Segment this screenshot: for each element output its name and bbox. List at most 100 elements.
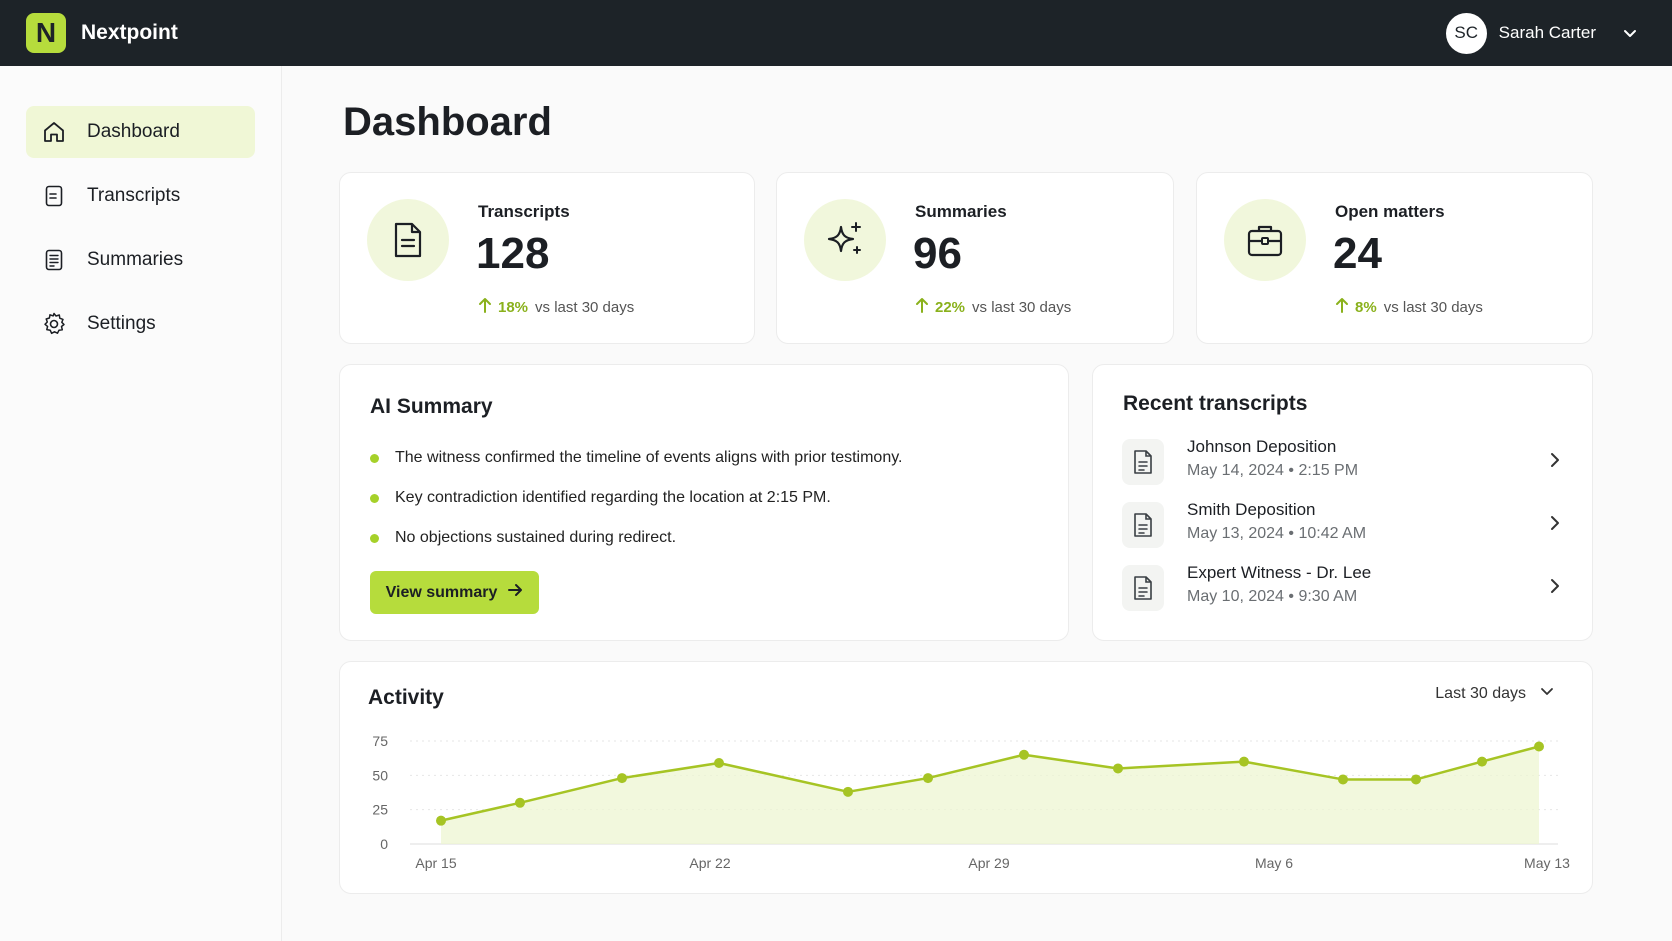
chevron-right-icon[interactable]	[1548, 577, 1562, 600]
chevron-right-icon[interactable]	[1548, 514, 1562, 537]
page-title: Dashboard	[343, 100, 552, 144]
user-menu[interactable]: SC Sarah Carter	[1445, 0, 1638, 66]
data-point	[515, 797, 525, 808]
stat-card-summaries[interactable]: Summaries 96 22% vs last 30 days	[776, 172, 1174, 344]
data-point	[1534, 741, 1544, 752]
date-range-label: Last 30 days	[1435, 684, 1526, 702]
avatar[interactable]: SC	[1445, 12, 1487, 54]
stat-label: Summaries	[915, 202, 1007, 221]
y-tick-label: 0	[380, 836, 388, 852]
chevron-down-icon[interactable]	[1622, 25, 1638, 41]
series-area	[441, 746, 1539, 844]
view-summary-button[interactable]: View summary	[370, 571, 539, 614]
transcript-row[interactable]: Smith Deposition May 13, 2024 • 10:42 AM	[1122, 498, 1562, 558]
data-point	[1338, 774, 1348, 785]
data-point	[843, 786, 853, 797]
stat-label: Open matters	[1335, 202, 1445, 221]
stat-card-transcripts[interactable]: Transcripts 128 18% vs last 30 days	[339, 172, 755, 344]
sidebar-item-label: Settings	[87, 313, 156, 334]
bullet-dot	[370, 453, 379, 463]
sidebar-item-summaries[interactable]: Summaries	[26, 234, 255, 286]
sidebar-item-label: Summaries	[87, 249, 184, 270]
arrow-right-icon	[497, 583, 523, 602]
x-tick-label: Apr 29	[968, 855, 1009, 871]
user-name[interactable]: Sarah Carter	[1498, 23, 1596, 42]
data-point	[714, 757, 724, 768]
transcript-name: Expert Witness - Dr. Lee	[1187, 563, 1372, 582]
change-suffix: vs last 30 days	[535, 298, 635, 316]
chevron-down-icon	[1526, 684, 1554, 703]
sidebar: Dashboard Transcripts Summaries Settings	[0, 66, 282, 941]
arrow-up-icon	[915, 297, 929, 317]
change-suffix: vs last 30 days	[1383, 298, 1483, 316]
list-item: The witness confirmed the timeline of ev…	[370, 438, 902, 478]
transcript-name: Johnson Deposition	[1187, 437, 1337, 456]
summary-icon	[41, 247, 67, 273]
data-point	[1477, 756, 1487, 767]
sidebar-item-label: Transcripts	[87, 185, 181, 206]
document-icon	[1122, 439, 1164, 485]
list-item: No objections sustained during redirect.	[370, 518, 902, 558]
bullet-text: The witness confirmed the timeline of ev…	[395, 449, 903, 466]
ai-summary-card: AI Summary The witness confirmed the tim…	[339, 364, 1069, 641]
bullet-text: No objections sustained during redirect.	[395, 529, 677, 546]
x-tick-label: May 6	[1255, 855, 1293, 871]
data-point	[436, 815, 446, 826]
document-icon	[367, 199, 449, 281]
x-tick-label: May 13	[1524, 855, 1570, 871]
change-percent: 22%	[935, 298, 966, 316]
x-tick-label: Apr 22	[689, 855, 730, 871]
data-point	[1239, 756, 1249, 767]
document-icon	[41, 183, 67, 209]
stat-change: 8% vs last 30 days	[1335, 297, 1483, 317]
list-item: Key contradiction identified regarding t…	[370, 478, 902, 518]
transcript-row[interactable]: Expert Witness - Dr. Lee May 10, 2024 • …	[1122, 561, 1562, 621]
activity-card: Activity Last 30 days 75 50 25 0 Apr 15 Apr 2…	[339, 661, 1593, 894]
button-label: View summary	[385, 583, 498, 601]
transcript-date: May 14, 2024 • 2:15 PM	[1187, 462, 1359, 479]
data-point	[617, 773, 627, 784]
gear-icon	[41, 311, 67, 337]
ai-summary-bullets: The witness confirmed the timeline of ev…	[370, 438, 902, 558]
y-tick-label: 50	[372, 767, 388, 783]
data-point	[923, 773, 933, 784]
activity-title: Activity	[368, 686, 444, 709]
document-icon	[1122, 502, 1164, 548]
transcript-row[interactable]: Johnson Deposition May 14, 2024 • 2:15 P…	[1122, 435, 1562, 495]
date-range-select[interactable]: Last 30 days	[1435, 684, 1554, 703]
transcript-date: May 10, 2024 • 9:30 AM	[1187, 588, 1358, 605]
stat-label: Transcripts	[478, 202, 570, 221]
recent-transcripts-card: Recent transcripts Johnson Deposition Ma…	[1092, 364, 1593, 641]
arrow-up-icon	[478, 297, 492, 317]
sidebar-item-transcripts[interactable]: Transcripts	[26, 170, 255, 222]
bullet-text: Key contradiction identified regarding t…	[395, 489, 831, 506]
recent-transcripts-title: Recent transcripts	[1123, 392, 1308, 415]
activity-chart: 75 50 25 0 Apr 15 Apr 22 Apr 29 May 6 May 13	[372, 733, 1570, 871]
change-percent: 8%	[1355, 298, 1377, 316]
logo-letter: N	[35, 17, 57, 48]
home-icon	[41, 119, 67, 145]
change-suffix: vs last 30 days	[972, 298, 1072, 316]
document-icon	[1122, 565, 1164, 611]
bullet-dot	[370, 493, 379, 503]
chevron-right-icon[interactable]	[1548, 451, 1562, 474]
logo[interactable]: N	[26, 13, 66, 53]
data-point	[1411, 774, 1421, 785]
briefcase-icon	[1224, 199, 1306, 281]
bullet-dot	[370, 533, 379, 543]
stat-value: 24	[1333, 229, 1382, 278]
sidebar-item-dashboard[interactable]: Dashboard	[26, 106, 255, 158]
app-name: Nextpoint	[81, 21, 178, 44]
y-tick-label: 75	[372, 733, 388, 749]
stat-change: 18% vs last 30 days	[478, 297, 634, 317]
y-tick-label: 25	[372, 802, 388, 818]
transcript-date: May 13, 2024 • 10:42 AM	[1187, 525, 1367, 542]
stat-value: 128	[476, 229, 550, 278]
sidebar-item-settings[interactable]: Settings	[26, 298, 255, 350]
ai-summary-title: AI Summary	[370, 395, 493, 418]
data-point	[1113, 763, 1123, 774]
arrow-up-icon	[1335, 297, 1349, 317]
data-point	[1019, 749, 1029, 760]
stat-card-open-matters[interactable]: Open matters 24 8% vs last 30 days	[1196, 172, 1593, 344]
change-percent: 18%	[498, 298, 529, 316]
